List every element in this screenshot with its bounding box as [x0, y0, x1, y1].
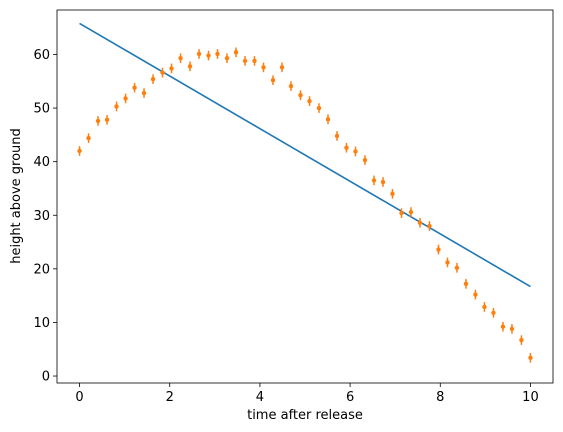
data-point — [344, 145, 349, 150]
data-point — [77, 148, 82, 154]
data-point — [196, 51, 202, 57]
series-layer — [77, 22, 533, 363]
data-point — [279, 65, 285, 70]
data-point — [160, 70, 165, 75]
data-point — [436, 247, 441, 252]
data-point — [169, 66, 174, 71]
data-point — [445, 260, 450, 265]
data-point — [187, 64, 193, 69]
x-tick-label: 4 — [256, 390, 264, 405]
data-point — [509, 326, 515, 332]
data-point — [417, 220, 423, 225]
y-axis-label: height above ground — [9, 128, 24, 264]
data-point — [233, 50, 239, 55]
data-point — [528, 355, 533, 361]
data-point — [178, 56, 183, 61]
x-tick-label: 10 — [522, 390, 539, 405]
plot-area — [57, 10, 553, 383]
data-point — [380, 179, 386, 185]
y-tick-label: 30 — [33, 209, 50, 224]
data-point — [132, 85, 137, 90]
data-point — [454, 265, 460, 270]
data-point — [427, 223, 432, 229]
data-point — [242, 58, 248, 64]
y-tick-label: 60 — [33, 48, 50, 63]
data-point — [86, 135, 91, 141]
y-tick-label: 50 — [33, 102, 50, 117]
data-point — [482, 304, 487, 310]
x-axis-label: time after release — [247, 408, 363, 423]
y-tick-label: 0 — [42, 370, 50, 385]
x-tick-label: 6 — [346, 390, 354, 405]
data-point — [519, 337, 524, 343]
y-tick-label: 10 — [33, 316, 50, 331]
data-point — [261, 65, 266, 70]
fit-line — [79, 22, 531, 288]
x-tick-label: 0 — [75, 390, 83, 405]
data-point — [298, 93, 303, 98]
y-tick-label: 40 — [33, 155, 50, 170]
plot-frame — [56, 9, 554, 384]
x-tick-label: 2 — [166, 390, 174, 405]
data-point — [463, 281, 469, 287]
y-tick-label: 20 — [33, 262, 50, 277]
data-point — [123, 96, 128, 101]
data-point — [491, 310, 496, 315]
x-tick-label: 8 — [436, 390, 444, 405]
data-point — [500, 324, 506, 329]
data-point — [95, 118, 101, 124]
data-point — [104, 117, 110, 123]
data-point — [390, 191, 395, 197]
data-point — [325, 117, 331, 122]
data-point — [215, 51, 220, 57]
data-point — [362, 157, 368, 163]
data-point — [252, 58, 257, 64]
data-point — [206, 53, 211, 58]
data-point — [334, 133, 340, 139]
data-point — [307, 98, 312, 104]
data-point — [408, 209, 414, 215]
data-point — [288, 83, 294, 89]
ticks: 0 2 4 6 8 10 0 10 20 30 40 50 60 — [33, 48, 538, 405]
data-point — [371, 178, 377, 183]
data-point — [316, 105, 322, 111]
data-point — [141, 90, 147, 96]
data-point — [473, 292, 478, 297]
data-point — [270, 78, 276, 83]
data-point — [224, 56, 230, 61]
data-point — [150, 76, 156, 82]
data-point — [399, 210, 404, 216]
data-point — [114, 104, 119, 109]
data-point — [353, 149, 358, 154]
